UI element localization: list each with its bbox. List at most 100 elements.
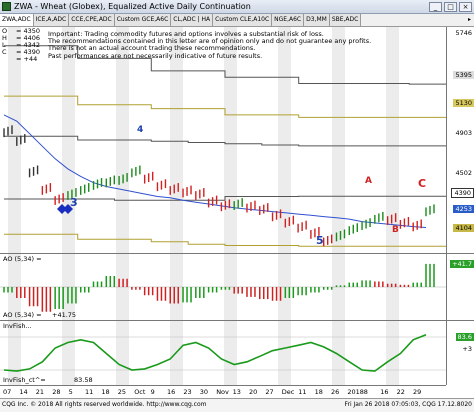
channel-line	[4, 135, 446, 147]
wave-label-b: B	[392, 225, 399, 235]
time-axis: 07 14 21 28 5 11 18 25 Oct 9 16 23 30 Nov 13 20 27 Dec 11 1…	[0, 385, 446, 398]
price-axis: 5746 5395 5130 4903 4502 4390 4253 4104	[446, 27, 474, 253]
disclaimer-line: The recommendations contained in this le…	[48, 37, 372, 46]
wave-label-a: A	[365, 176, 372, 186]
wave-label-3: 3	[70, 196, 78, 209]
time-axis-label: 14	[19, 388, 28, 396]
tab-nge[interactable]: NGE,A6C	[272, 14, 305, 26]
ao-chart	[0, 254, 446, 320]
price-chart	[3, 27, 446, 253]
readout-key: L	[2, 41, 6, 49]
disclaimer-line: Past performances are not necessarily in…	[48, 51, 263, 60]
time-axis-label: Dec	[281, 388, 295, 396]
readout-value: = 4350	[16, 27, 41, 35]
time-axis-label: 18	[314, 388, 323, 396]
ao-axis: +41.7	[446, 254, 474, 320]
week-band	[8, 27, 21, 253]
tab-custom-cle[interactable]: Custom CLE,A10C	[213, 14, 273, 26]
disclaimer-text: Important: Trading commodity futures and…	[48, 30, 438, 60]
week-band	[278, 321, 291, 385]
channel-line	[4, 45, 446, 85]
time-axis-label: 16	[380, 388, 389, 396]
time-axis-label: 20	[249, 388, 258, 396]
time-axis-label: 27	[265, 388, 274, 396]
tab-cl[interactable]: CL,ADC | HA	[171, 14, 214, 26]
price-label: 5130	[453, 99, 474, 107]
tab-d3[interactable]: D3,MM	[304, 14, 330, 26]
ao-pane[interactable]	[0, 254, 446, 320]
time-axis-label: 5	[68, 388, 73, 396]
time-axis-label: 16	[167, 388, 176, 396]
price-pane[interactable]	[0, 27, 446, 253]
invfish-axis: 83.6 +3	[446, 321, 474, 385]
tab-cce[interactable]: CCE,CPE,ADC	[69, 14, 115, 26]
chart-tabs: ZWA,ADC ICE,A,ADC CCE,CPE,ADC Custom GCE…	[0, 14, 474, 27]
signal-diamond	[57, 204, 67, 215]
time-axis-label: 30	[199, 388, 209, 396]
price-label: 4502	[453, 169, 474, 177]
window-titlebar: ZWA - Wheat (Globex), Equalized Active D…	[0, 0, 474, 14]
week-band	[224, 27, 237, 253]
close-button[interactable]: ×	[459, 1, 472, 12]
app-icon	[2, 2, 11, 11]
time-axis-label: Oct	[134, 388, 146, 396]
time-axis-label: 18	[101, 388, 110, 396]
readout-value: = 4342	[16, 41, 41, 49]
price-label: 4104	[453, 224, 474, 232]
time-axis-label: 9	[150, 388, 155, 396]
time-axis-label: 11	[85, 388, 94, 396]
readout-value: = 4406	[16, 34, 41, 42]
readout-value: = 4390	[16, 48, 41, 56]
status-bar: CQG Inc. © 2018 All rights reserved worl…	[0, 398, 474, 412]
tab-sbe[interactable]: SBE,ADC	[329, 14, 362, 26]
tabs-scroll-icon[interactable]: ▸	[467, 16, 471, 23]
tab-ice[interactable]: ICE,A,ADC	[33, 14, 70, 26]
invfish-chart	[0, 321, 446, 385]
wave-label-4: 4	[137, 125, 144, 135]
maximize-button[interactable]: □	[444, 1, 457, 12]
time-axis-label: 07	[3, 388, 12, 396]
invfish-axis-value: 83.6	[455, 333, 474, 341]
price-label: 5746	[453, 29, 474, 37]
invfish-bottom-label: InvFish_ct^=	[3, 376, 46, 384]
week-band	[116, 321, 129, 385]
minimize-button[interactable]: _	[429, 1, 442, 12]
time-axis-label: 25	[117, 388, 127, 396]
wave-label-5: 5	[316, 234, 324, 247]
invfish-label: InvFish...	[3, 322, 32, 330]
week-band	[386, 321, 399, 385]
time-axis-label: 21	[35, 388, 45, 396]
disclaimer-line: Important: Trading commodity futures and…	[48, 30, 324, 38]
moving-average-line	[3, 114, 427, 228]
channel-line	[4, 233, 446, 247]
week-band	[332, 27, 345, 253]
channel-line	[4, 195, 446, 201]
invfish-left-value: 83.58	[74, 376, 93, 384]
readout-key: H	[2, 34, 7, 42]
timestamp-text: Fri Jan 26 2018 07:05:03, CQG 17.12.8020	[344, 401, 472, 408]
readout-value: = +44	[16, 55, 38, 63]
week-band	[62, 27, 75, 253]
price-label: 4903	[453, 129, 474, 137]
ao-axis-value: +41.7	[450, 260, 474, 268]
readout-key: O	[2, 27, 8, 35]
signal-diamond	[63, 204, 73, 215]
last-price-label: 4390	[451, 188, 474, 198]
time-axis-label: 28	[52, 388, 61, 396]
tab-zwa[interactable]: ZWA,ADC	[0, 14, 34, 26]
invfish-pane[interactable]	[0, 321, 446, 385]
week-band	[170, 27, 183, 253]
invfish-axis-value: +3	[460, 345, 474, 353]
pane-separator	[0, 320, 474, 321]
ao-label: AO (5,34) =	[3, 255, 42, 263]
ohlc-readout: O = 4350 H = 4406 L = 4342 C = 4390 = +44	[2, 28, 40, 63]
ao-bottom-value: +41.75	[52, 311, 77, 319]
time-axis-label: Nov	[216, 388, 229, 396]
wave-label-c: C	[418, 177, 427, 190]
channel-line	[4, 95, 446, 118]
copyright-text: CQG Inc. © 2018 All rights reserved worl…	[2, 401, 207, 408]
time-axis-label: 13	[232, 388, 241, 396]
readout-key	[2, 56, 16, 63]
tab-custom-gce[interactable]: Custom GCE,A6C	[114, 14, 172, 26]
week-band	[224, 321, 237, 385]
